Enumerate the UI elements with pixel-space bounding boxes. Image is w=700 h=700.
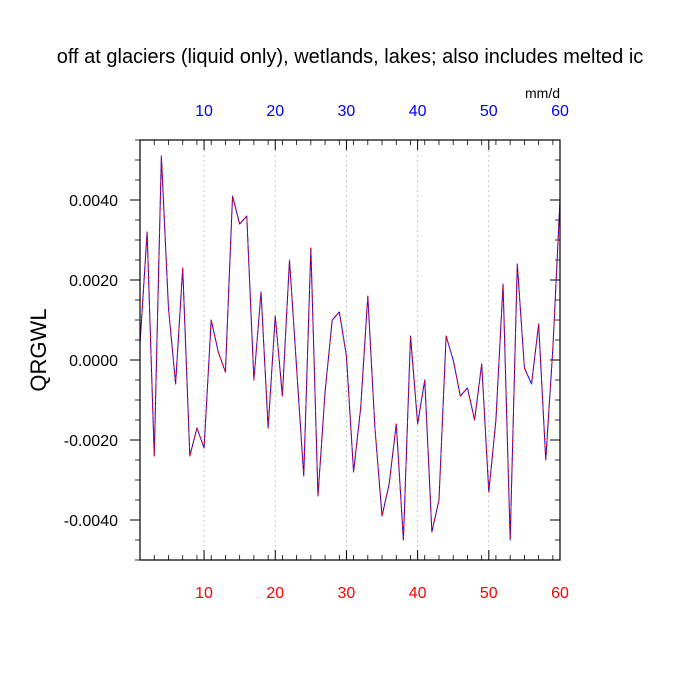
x-tick-label-bottom: 40 [409, 585, 427, 602]
plot-frame [139, 139, 561, 561]
x-tick-label-bottom: 10 [195, 585, 213, 602]
series-line-dashed [139, 155, 561, 541]
x-tick-label-top: 10 [195, 103, 213, 120]
x-tick-label-top: 50 [480, 103, 498, 120]
x-tick-label-top: 20 [266, 103, 284, 120]
data-lines [139, 155, 561, 541]
grid-lines [203, 140, 490, 560]
series-line [139, 155, 561, 541]
x-tick-label-bottom: 50 [480, 585, 498, 602]
x-tick-label-top: 60 [551, 103, 569, 120]
x-tick-label-top: 30 [338, 103, 356, 120]
y-tick-label: -0.0040 [64, 513, 118, 530]
y-tick-label: 0.0020 [69, 273, 118, 290]
tick-labels: 10 10 20 20 30 30 40 40 50 50 60 60 -0.0040 -0.0020 0.… [64, 103, 569, 602]
x-tick-label-top: 40 [409, 103, 427, 120]
units-label: mm/d [525, 85, 560, 101]
x-tick-label-bottom: 60 [551, 585, 569, 602]
chart-title: off at glaciers (liquid only), wetlands,… [57, 46, 644, 68]
axis-ticks [130, 139, 561, 561]
y-tick-label: 0.0000 [69, 353, 118, 370]
y-axis-label: QRGWL [26, 308, 51, 391]
x-tick-label-bottom: 20 [266, 585, 284, 602]
x-tick-label-bottom: 30 [338, 585, 356, 602]
y-tick-label: 0.0040 [69, 193, 118, 210]
y-tick-label: -0.0020 [64, 433, 118, 450]
